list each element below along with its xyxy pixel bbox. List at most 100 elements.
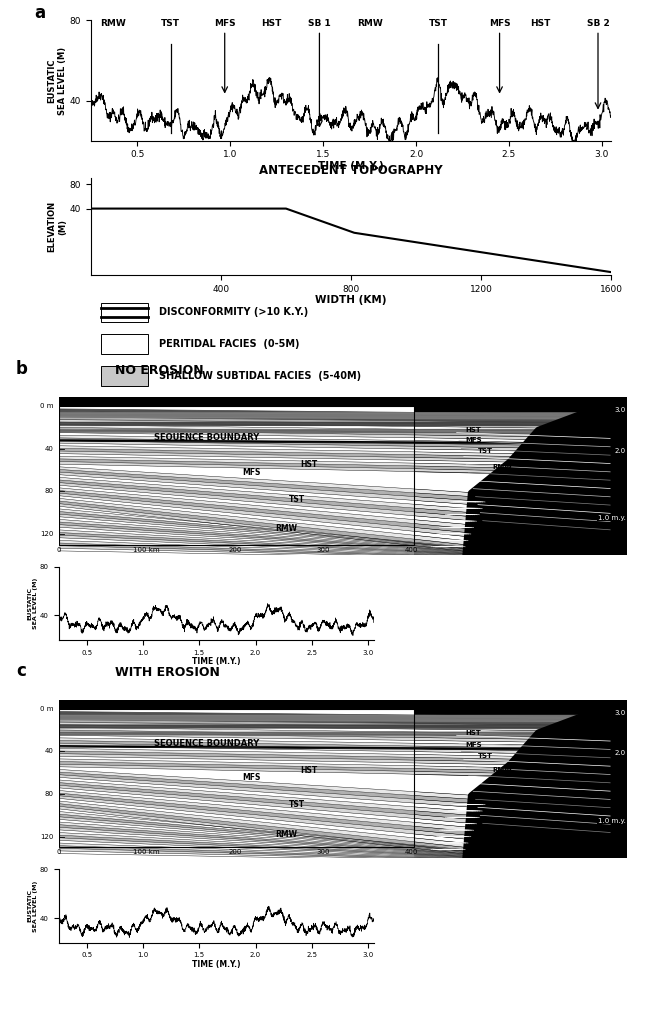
Polygon shape — [58, 722, 610, 732]
Text: RMW: RMW — [357, 19, 382, 29]
Text: HST: HST — [300, 766, 317, 775]
Polygon shape — [58, 501, 551, 558]
Polygon shape — [58, 517, 610, 560]
Polygon shape — [58, 711, 610, 719]
Polygon shape — [462, 708, 627, 858]
X-axis label: TIME (M.Y.): TIME (M.Y.) — [192, 657, 240, 666]
Text: TST: TST — [161, 19, 180, 29]
Polygon shape — [58, 475, 573, 517]
Polygon shape — [58, 811, 610, 863]
Text: TST: TST — [478, 447, 493, 453]
Polygon shape — [58, 733, 610, 743]
Polygon shape — [58, 495, 556, 550]
Polygon shape — [58, 512, 610, 560]
Text: WITH EROSION: WITH EROSION — [116, 666, 220, 680]
Text: TST: TST — [429, 19, 448, 29]
Text: 0: 0 — [57, 850, 60, 856]
Bar — [101, 334, 148, 354]
Polygon shape — [58, 725, 610, 735]
Text: RMW: RMW — [275, 830, 297, 839]
Polygon shape — [58, 414, 610, 423]
Polygon shape — [58, 819, 610, 863]
Polygon shape — [58, 783, 568, 827]
Polygon shape — [58, 736, 610, 746]
Polygon shape — [58, 751, 610, 763]
Bar — [101, 366, 148, 386]
Bar — [58, 708, 414, 858]
Text: 2.0: 2.0 — [614, 750, 625, 756]
Polygon shape — [58, 422, 610, 432]
Polygon shape — [58, 764, 610, 779]
Polygon shape — [58, 530, 610, 560]
Polygon shape — [58, 788, 564, 836]
Polygon shape — [58, 488, 562, 537]
Polygon shape — [58, 445, 610, 459]
Polygon shape — [58, 514, 610, 560]
Polygon shape — [58, 743, 610, 755]
Polygon shape — [58, 791, 562, 840]
Polygon shape — [58, 774, 575, 814]
Polygon shape — [58, 759, 610, 772]
Polygon shape — [58, 814, 610, 863]
Polygon shape — [58, 440, 610, 452]
Polygon shape — [58, 508, 610, 560]
Text: DISCONFORMITY (>10 K.Y.): DISCONFORMITY (>10 K.Y.) — [159, 308, 308, 318]
X-axis label: TIME (M.Y.): TIME (M.Y.) — [192, 960, 240, 969]
Polygon shape — [58, 761, 610, 775]
Polygon shape — [58, 766, 581, 802]
Text: MFS: MFS — [489, 19, 510, 29]
Polygon shape — [58, 543, 610, 560]
Polygon shape — [58, 467, 578, 503]
Polygon shape — [58, 438, 610, 449]
Text: 80: 80 — [45, 791, 54, 797]
Polygon shape — [58, 754, 610, 766]
Text: 400: 400 — [404, 850, 418, 856]
Text: 400: 400 — [404, 547, 418, 553]
Text: RMW: RMW — [492, 767, 512, 773]
Polygon shape — [58, 728, 610, 738]
Polygon shape — [58, 756, 610, 769]
Polygon shape — [462, 406, 627, 555]
Polygon shape — [58, 433, 610, 443]
Polygon shape — [58, 425, 610, 435]
Text: MFS: MFS — [465, 742, 482, 748]
Polygon shape — [58, 716, 610, 726]
Polygon shape — [58, 841, 610, 863]
Text: SEQUENCE BOUNDARY: SEQUENCE BOUNDARY — [154, 740, 259, 748]
Polygon shape — [58, 714, 610, 722]
Polygon shape — [58, 462, 610, 476]
Polygon shape — [58, 824, 610, 863]
Text: 100 km: 100 km — [133, 547, 160, 553]
Polygon shape — [58, 443, 610, 455]
Polygon shape — [58, 457, 610, 470]
Y-axis label: EUSTATIC
SEA LEVEL (M): EUSTATIC SEA LEVEL (M) — [27, 578, 38, 629]
Polygon shape — [58, 453, 610, 467]
Polygon shape — [58, 527, 610, 560]
Polygon shape — [58, 746, 610, 758]
Polygon shape — [58, 777, 573, 819]
Polygon shape — [58, 430, 610, 440]
Text: RMW: RMW — [492, 464, 512, 470]
Text: MFS: MFS — [214, 19, 235, 29]
Polygon shape — [58, 793, 560, 844]
Polygon shape — [58, 804, 551, 861]
Text: 300: 300 — [316, 850, 330, 856]
Polygon shape — [58, 822, 610, 863]
Text: RMW: RMW — [275, 524, 297, 533]
Y-axis label: EUSTATIC
SEA LEVEL (M): EUSTATIC SEA LEVEL (M) — [47, 47, 67, 114]
Polygon shape — [58, 780, 571, 823]
Text: 2.0: 2.0 — [614, 447, 625, 453]
Polygon shape — [58, 843, 610, 863]
Polygon shape — [58, 435, 610, 446]
Text: HST: HST — [300, 461, 317, 469]
Y-axis label: EUSTATIC
SEA LEVEL (M): EUSTATIC SEA LEVEL (M) — [27, 880, 38, 931]
Polygon shape — [58, 848, 610, 863]
Polygon shape — [58, 493, 558, 546]
Text: MFS: MFS — [242, 468, 261, 477]
Polygon shape — [58, 522, 610, 560]
Text: PERITIDAL FACIES  (0-5M): PERITIDAL FACIES (0-5M) — [159, 339, 299, 350]
Polygon shape — [58, 503, 549, 560]
Polygon shape — [58, 846, 610, 863]
Text: TST: TST — [289, 495, 306, 504]
Text: 3.0: 3.0 — [614, 408, 625, 414]
